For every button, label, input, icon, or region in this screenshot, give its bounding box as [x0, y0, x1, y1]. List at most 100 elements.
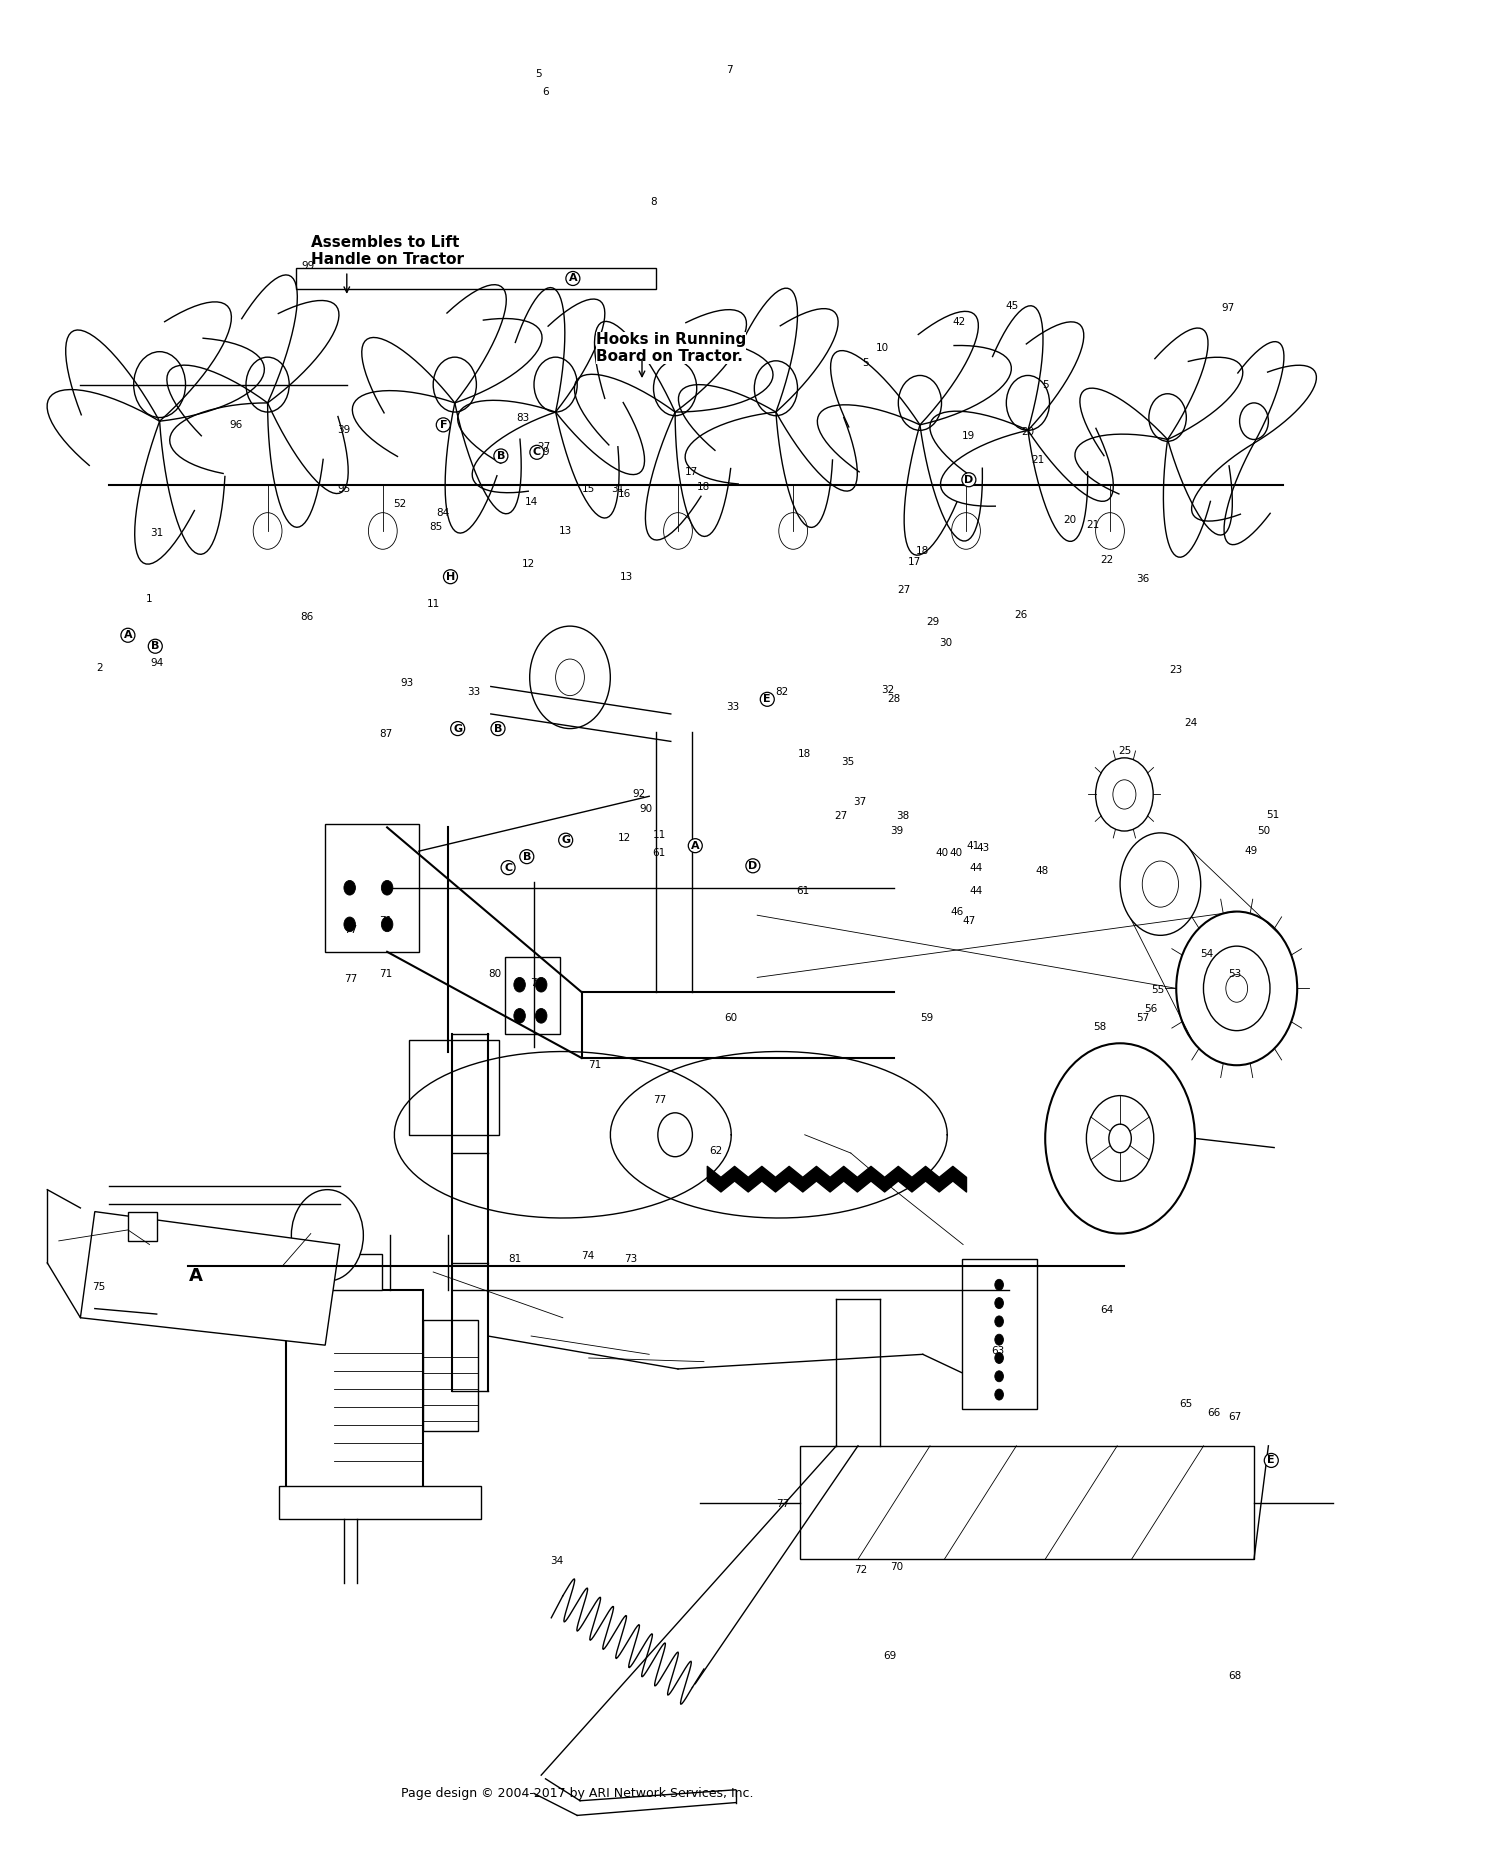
Text: 57: 57 [1137, 1012, 1149, 1023]
Text: 70: 70 [891, 1561, 903, 1572]
Text: 2: 2 [96, 663, 102, 674]
Text: 21: 21 [1086, 521, 1100, 530]
Text: 5: 5 [536, 69, 542, 78]
Circle shape [291, 1189, 363, 1281]
Text: A: A [568, 273, 578, 284]
Text: 18: 18 [698, 482, 711, 493]
Text: 94: 94 [150, 657, 164, 668]
Bar [286, 1290, 423, 1492]
Text: D: D [748, 861, 758, 870]
Text: 64: 64 [1101, 1305, 1113, 1316]
Text: 99: 99 [302, 261, 315, 271]
Text: 56: 56 [1143, 1004, 1156, 1014]
Text: 71: 71 [380, 915, 393, 926]
Circle shape [1176, 911, 1298, 1066]
Text: 6: 6 [542, 88, 549, 97]
Text: 30: 30 [939, 639, 952, 648]
Text: 13: 13 [560, 526, 573, 536]
Bar [408, 1040, 500, 1135]
Text: 27: 27 [897, 584, 910, 594]
Text: 34: 34 [550, 1555, 564, 1566]
Text: 8: 8 [650, 196, 657, 207]
Text: 77: 77 [777, 1499, 789, 1509]
Text: 61: 61 [796, 887, 810, 896]
Text: 74: 74 [580, 1251, 594, 1260]
Text: 84: 84 [436, 508, 450, 517]
Text: 93: 93 [400, 678, 414, 687]
Circle shape [1113, 780, 1136, 808]
Text: E: E [764, 695, 771, 704]
Circle shape [898, 375, 942, 429]
Circle shape [530, 625, 610, 728]
Text: 54: 54 [1200, 948, 1214, 958]
Circle shape [1007, 375, 1050, 429]
Text: E: E [1268, 1456, 1275, 1466]
Text: 15: 15 [582, 484, 596, 495]
Text: 75: 75 [93, 1281, 105, 1292]
Text: 31: 31 [610, 484, 624, 495]
Text: B: B [496, 452, 506, 461]
Text: 61: 61 [652, 848, 666, 859]
Text: 40: 40 [950, 848, 963, 859]
Text: C: C [532, 448, 542, 457]
Circle shape [555, 659, 585, 696]
Bar [801, 1445, 1254, 1559]
Text: 5: 5 [1042, 379, 1048, 390]
Text: 9: 9 [542, 448, 549, 457]
Text: 46: 46 [951, 907, 964, 917]
Circle shape [246, 357, 290, 413]
Text: 39: 39 [891, 825, 903, 836]
Text: 37: 37 [853, 797, 865, 807]
Circle shape [344, 917, 355, 932]
Circle shape [654, 360, 696, 416]
Text: 40: 40 [934, 848, 948, 859]
Text: A: A [189, 1266, 202, 1284]
Circle shape [1095, 513, 1125, 549]
Text: 27: 27 [537, 442, 550, 452]
Text: 18: 18 [916, 547, 930, 556]
Circle shape [536, 1008, 548, 1023]
Text: 23: 23 [1170, 665, 1184, 676]
Text: Page design © 2004-2017 by ARI Network Services, Inc.: Page design © 2004-2017 by ARI Network S… [400, 1787, 753, 1800]
Text: G: G [453, 724, 462, 734]
Circle shape [254, 513, 282, 549]
Text: 31: 31 [150, 528, 164, 538]
Circle shape [344, 881, 355, 894]
Text: 80: 80 [489, 969, 501, 978]
Bar [279, 1486, 480, 1520]
Text: 49: 49 [1245, 846, 1257, 857]
Text: H: H [446, 571, 454, 583]
Text: 33: 33 [726, 702, 740, 711]
Text: 92: 92 [633, 790, 645, 799]
Text: B: B [494, 724, 502, 734]
Text: 69: 69 [884, 1650, 897, 1662]
Text: 71: 71 [588, 1060, 602, 1070]
Text: A: A [692, 840, 699, 851]
Text: 68: 68 [1228, 1671, 1242, 1682]
Text: Hooks in Running
Board on Tractor.: Hooks in Running Board on Tractor. [596, 332, 746, 364]
Polygon shape [81, 1212, 339, 1344]
Text: 36: 36 [1137, 573, 1149, 584]
Text: 35: 35 [842, 756, 855, 767]
Text: 66: 66 [1208, 1408, 1221, 1417]
Circle shape [536, 978, 548, 991]
Text: 25: 25 [1118, 745, 1131, 756]
Text: 90: 90 [640, 805, 652, 814]
Circle shape [1046, 1044, 1196, 1234]
Text: 18: 18 [798, 749, 812, 760]
Circle shape [134, 351, 186, 418]
Text: 17: 17 [684, 467, 698, 478]
Text: 16: 16 [618, 489, 632, 498]
Text: 26: 26 [1014, 611, 1028, 620]
Bar [297, 267, 657, 289]
Circle shape [1226, 975, 1248, 1003]
Circle shape [754, 360, 798, 416]
Text: 71: 71 [380, 969, 393, 978]
Text: 76: 76 [531, 978, 543, 988]
Text: D: D [964, 474, 974, 485]
Text: 52: 52 [393, 498, 406, 508]
Text: 27: 27 [834, 812, 848, 821]
Text: B: B [522, 851, 531, 863]
Text: 14: 14 [525, 497, 537, 506]
Text: 82: 82 [776, 687, 789, 696]
